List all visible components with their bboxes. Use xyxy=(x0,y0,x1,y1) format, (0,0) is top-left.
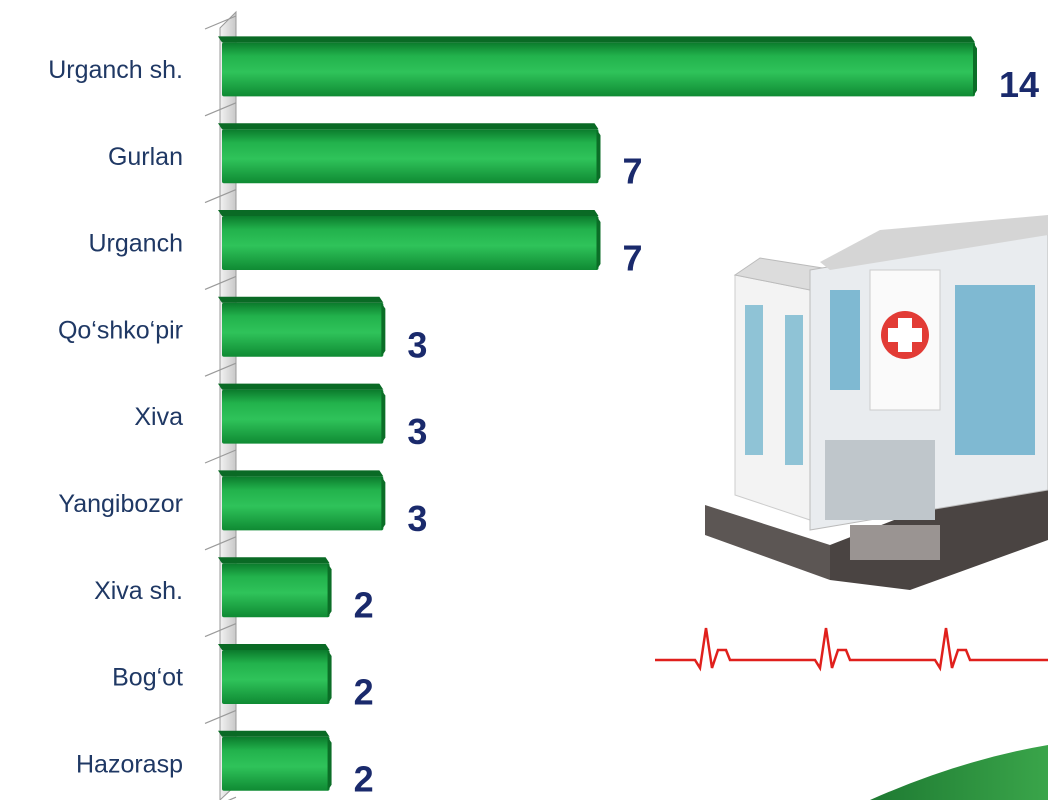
category-label: Bog‘ot xyxy=(112,664,183,692)
bar-end-cap xyxy=(218,644,330,650)
category-label: Hazorasp xyxy=(76,750,183,778)
bar-end-cap xyxy=(218,297,383,303)
chart: Urganch sh. 14 Gurlan 7 Urganch 7 Qo‘shko‘pir 3… xyxy=(0,0,1048,800)
hospital-illustration xyxy=(705,215,1048,590)
bar-end-cap xyxy=(218,384,383,390)
bar xyxy=(222,216,599,270)
bar xyxy=(222,650,330,704)
value-label: 2 xyxy=(354,758,374,799)
category-label: Qo‘shko‘pir xyxy=(58,316,183,344)
category-label: Urganch xyxy=(89,230,184,258)
bar xyxy=(222,390,383,444)
corner-swoosh xyxy=(870,745,1048,800)
bar-end-cap xyxy=(597,129,601,183)
bar xyxy=(222,737,330,791)
category-label: Urganch sh. xyxy=(48,56,183,84)
category-label: Yangibozor xyxy=(58,490,183,518)
bar-end-cap xyxy=(218,470,383,476)
value-label: 7 xyxy=(623,238,643,279)
bar-end-cap xyxy=(218,210,599,216)
bar-end-cap xyxy=(381,390,385,444)
value-label: 2 xyxy=(354,585,374,626)
category-label: Gurlan xyxy=(108,143,183,171)
bar xyxy=(222,303,383,357)
heartbeat-line xyxy=(655,628,1048,668)
value-label: 2 xyxy=(354,672,374,713)
category-label: Xiva xyxy=(134,403,183,431)
value-label: 14 xyxy=(999,64,1039,105)
category-label: Xiva sh. xyxy=(94,577,183,605)
bar-end-cap xyxy=(597,216,601,270)
bar xyxy=(222,42,975,96)
value-label: 3 xyxy=(407,324,427,365)
bar-end-cap xyxy=(328,737,332,791)
bar-end-cap xyxy=(218,731,330,737)
bar-end-cap xyxy=(973,42,977,96)
value-label: 3 xyxy=(407,498,427,539)
bar xyxy=(222,129,599,183)
page: {"chart_data": {"type": "bar", "orientat… xyxy=(0,0,1048,800)
bar-end-cap xyxy=(218,123,599,129)
bar xyxy=(222,476,383,530)
bar-end-cap xyxy=(328,650,332,704)
bar-end-cap xyxy=(218,36,975,42)
bar-end-cap xyxy=(381,476,385,530)
bar-end-cap xyxy=(381,303,385,357)
bar-end-cap xyxy=(218,557,330,563)
value-label: 7 xyxy=(623,151,643,192)
bar xyxy=(222,563,330,617)
bar-end-cap xyxy=(328,563,332,617)
value-label: 3 xyxy=(407,411,427,452)
